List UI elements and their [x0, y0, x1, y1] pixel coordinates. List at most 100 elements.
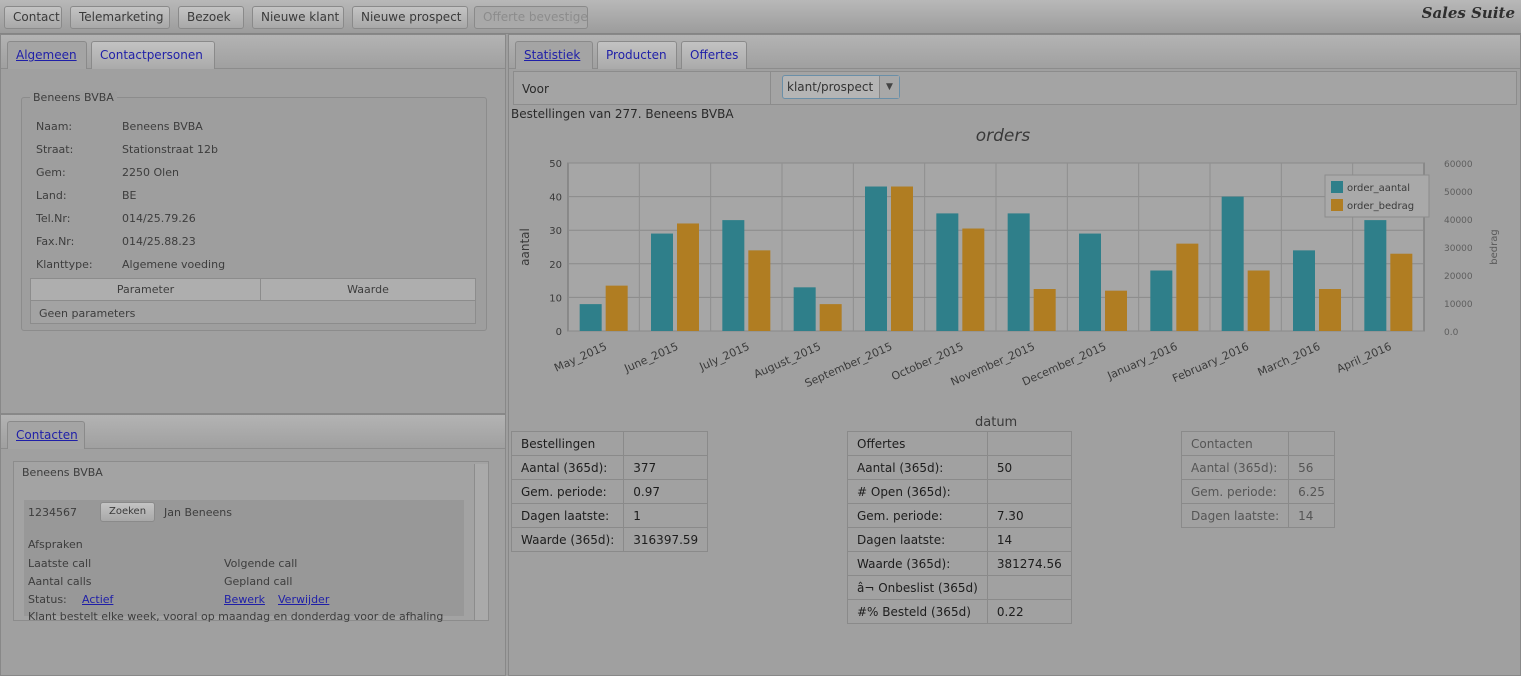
stat-label: Dagen laatste: [510, 503, 625, 528]
legend-swatch-bedrag [1331, 199, 1343, 211]
stat-label: Aantal (365d): [510, 455, 625, 480]
section-title: Afspraken [28, 538, 83, 551]
stat-label: Waarde (365d): [847, 551, 988, 576]
contact-name: Jan Beneens [164, 506, 232, 519]
edit-link[interactable]: Bewerk [224, 593, 265, 606]
tab-producten[interactable]: Producten [597, 41, 677, 69]
contacts-header: Beneens BVBA [22, 466, 103, 479]
delete-link[interactable]: Verwijder [278, 593, 330, 606]
top-toolbar: Contact Telemarketing Bezoek Nieuwe klan… [0, 0, 1521, 34]
stat-header: Bestellingen [510, 431, 625, 456]
contact-card: 1234567 Zoeken Jan Beneens Afspraken Laa… [24, 500, 464, 623]
customer-fieldset: Beneens BVBA Naam: Beneens BVBA Straat: … [21, 91, 487, 331]
y2-tick-label: 50000 [1444, 188, 1473, 198]
y2-tick-label: 30000 [1444, 244, 1473, 254]
contact-id: 1234567 [28, 506, 77, 519]
waarde-header: Waarde [261, 279, 475, 301]
parameter-empty-row: Geen parameters [39, 307, 136, 320]
bar-order_bedrag [819, 304, 842, 331]
bar-order_aantal [1007, 213, 1030, 331]
y-axis-label: aantal [518, 228, 532, 266]
field-value: 014/25.88.23 [122, 235, 196, 248]
bar-order_bedrag [1033, 289, 1056, 331]
tab-algemeen[interactable]: Algemeen [7, 41, 87, 69]
bar-order_bedrag [677, 223, 699, 331]
bar-order_bedrag [1390, 253, 1413, 331]
chart-legend: order_aantal order_bedrag [1324, 174, 1430, 218]
bar-order_aantal [793, 287, 816, 331]
x-tick-label: June_2015 [622, 340, 681, 376]
chart-title: orders [976, 126, 1031, 146]
app-logo: Sales Suite [1421, 4, 1515, 22]
filter-bar: Voor klant/prospect ▼ [513, 71, 1517, 105]
bar-order_aantal [1364, 220, 1387, 331]
tab-contactpersonen[interactable]: Contactpersonen [91, 41, 215, 69]
x-tick-label: March_2016 [1256, 340, 1323, 379]
contact-button[interactable]: Contact [4, 6, 62, 29]
chevron-down-icon[interactable]: ▼ [879, 76, 899, 98]
stat-label: â¬ Onbeslist (365d) [847, 575, 988, 600]
status-label: Status: [28, 593, 67, 606]
x-axis-label: datum [975, 415, 1018, 430]
bar-order_aantal [651, 233, 673, 331]
legend-aantal: order_aantal [1347, 183, 1410, 194]
stat-value: 0.97 [623, 479, 709, 504]
stat-label: Aantal (365d): [1180, 455, 1290, 480]
y2-tick-label: 40000 [1444, 216, 1473, 226]
contacts-panel: Contacten Beneens BVBA 1234567 Zoeken Ja… [0, 414, 506, 676]
chart-subtitle: Bestellingen van 277. Beneens BVBA [511, 107, 734, 121]
stat-value: 316397.59 [623, 527, 709, 552]
tab-offertes[interactable]: Offertes [681, 41, 747, 69]
x-tick-label: February_2016 [1170, 340, 1250, 385]
field-value: Stationstraat 12b [122, 143, 218, 156]
field-label: Fax.Nr: [36, 235, 75, 248]
bar-order_bedrag [1319, 289, 1341, 331]
tab-contacten[interactable]: Contacten [7, 421, 85, 449]
bar-order_bedrag [891, 186, 913, 331]
field-value: 2250 Olen [122, 166, 179, 179]
bar-order_bedrag [962, 228, 985, 331]
stat-value [986, 479, 1072, 504]
y-tick-label: 20 [549, 260, 562, 271]
tab-statistiek[interactable]: Statistiek [515, 41, 593, 69]
bar-order_aantal [1221, 196, 1244, 331]
stat-value: 56 [1288, 455, 1335, 480]
field-value: Beneens BVBA [122, 120, 203, 133]
chart-grid [568, 162, 1424, 332]
status-link[interactable]: Actief [82, 593, 114, 606]
y2-axis-label: bedrag [1489, 229, 1500, 264]
voor-select[interactable]: klant/prospect ▼ [782, 75, 900, 99]
bezoek-button[interactable]: Bezoek [178, 6, 244, 29]
stat-value: 377 [623, 455, 709, 480]
stat-value: 6.25 [1288, 479, 1335, 504]
offerte-bevestigen-button[interactable]: Offerte bevestigen [474, 6, 588, 29]
contacts-tabs: Contacten [1, 415, 505, 449]
contact-field: Aantal calls [28, 575, 92, 588]
y2-tick-label: 0.0 [1444, 328, 1459, 338]
x-tick-label: July_2015 [697, 340, 752, 374]
x-tick-label: January_2016 [1105, 340, 1180, 383]
parameter-header: Parameter [31, 279, 261, 301]
field-value: Algemene voeding [122, 258, 226, 271]
stat-value: 0.22 [986, 599, 1072, 624]
nieuwe-prospect-button[interactable]: Nieuwe prospect [352, 6, 468, 29]
zoeken-button[interactable]: Zoeken [100, 502, 156, 522]
y2-axis-ticks: 60000 50000 40000 30000 20000 10000 0.0 [1444, 160, 1473, 338]
y-tick-label: 50 [549, 159, 562, 170]
contacts-scrollbar[interactable] [474, 464, 488, 620]
contacten-table: Contacten Aantal (365d): 56 Gem. periode:… [1180, 431, 1335, 528]
field-label: Tel.Nr: [36, 212, 71, 225]
stat-header: Contacten [1180, 431, 1290, 456]
x-axis-ticks: May_2015 June_2015 July_2015 August_2015Sep… [552, 340, 1393, 390]
bar-order_aantal [1293, 250, 1315, 331]
stat-label: Gem. periode: [847, 503, 988, 528]
bar-order_bedrag [605, 285, 628, 331]
y2-tick-label: 60000 [1444, 160, 1473, 170]
telemarketing-button[interactable]: Telemarketing [70, 6, 170, 29]
y-axis-ticks: 50 40 30 20 10 0 [549, 159, 562, 338]
nieuwe-klant-button[interactable]: Nieuwe klant [252, 6, 344, 29]
bar-order_bedrag [748, 250, 771, 331]
bar-order_aantal [722, 220, 745, 331]
stat-label: Waarde (365d): [510, 527, 625, 552]
bar-order_bedrag [1176, 243, 1199, 331]
